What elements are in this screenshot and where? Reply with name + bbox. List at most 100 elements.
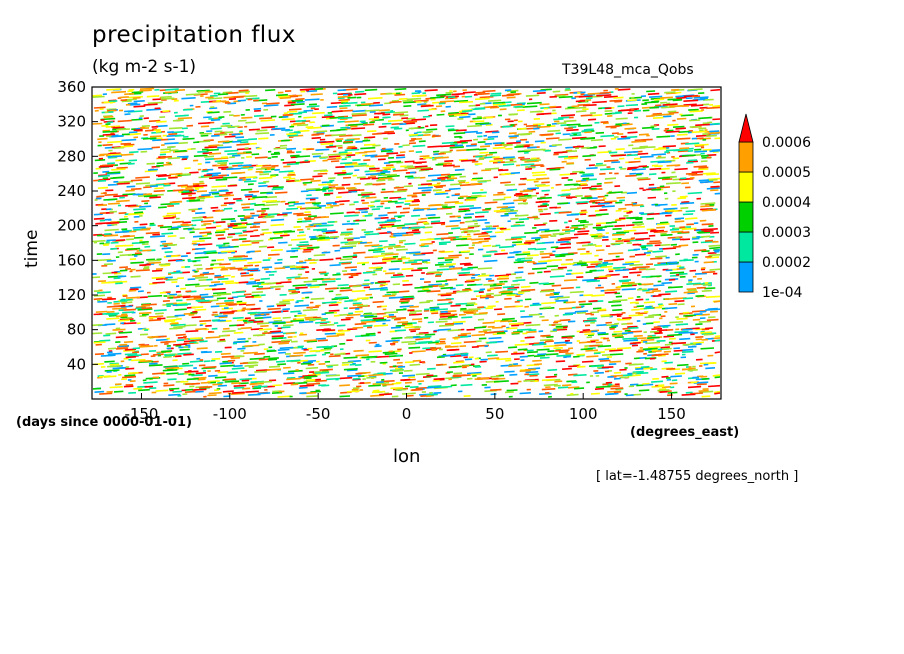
- precip-streak: [319, 323, 335, 327]
- precip-streak: [427, 174, 442, 177]
- precip-streak: [396, 161, 404, 164]
- precip-streak: [271, 187, 284, 191]
- precip-streak: [555, 255, 566, 258]
- precip-streak: [203, 139, 214, 142]
- precip-streak: [477, 274, 491, 277]
- precip-streak: [339, 153, 349, 156]
- precip-streak: [217, 277, 229, 281]
- precip-streak: [571, 224, 585, 227]
- precip-streak: [652, 250, 664, 253]
- precip-streak: [448, 187, 461, 191]
- precip-streak: [211, 357, 221, 360]
- precip-streak: [408, 313, 422, 316]
- precip-streak: [236, 301, 247, 305]
- precip-streak: [217, 146, 232, 149]
- precip-streak: [133, 236, 144, 239]
- precip-streak: [131, 91, 144, 94]
- precip-streak: [118, 344, 130, 348]
- precip-streak: [446, 177, 458, 180]
- precip-streak: [566, 128, 579, 132]
- precip-streak: [667, 333, 683, 337]
- precip-streak: [124, 92, 135, 96]
- precip-streak: [331, 110, 343, 113]
- precip-streak: [97, 179, 107, 182]
- precip-streak: [151, 276, 166, 279]
- precip-streak: [474, 107, 486, 110]
- precip-streak: [433, 189, 442, 192]
- precip-streak: [303, 280, 318, 283]
- precip-streak: [218, 334, 227, 337]
- precip-streak: [378, 214, 388, 217]
- precip-streak: [634, 138, 649, 142]
- precip-streak: [667, 286, 683, 289]
- precip-streak: [647, 346, 661, 349]
- precip-streak: [640, 365, 650, 369]
- precip-streak: [344, 214, 359, 217]
- precip-streak: [632, 370, 644, 373]
- precip-streak: [133, 105, 146, 108]
- precip-streak: [289, 292, 298, 295]
- precip-streak: [215, 234, 224, 237]
- precip-streak: [404, 222, 417, 226]
- precip-streak: [288, 369, 303, 373]
- precip-streak: [665, 306, 678, 310]
- precip-streak: [627, 330, 642, 333]
- precip-streak: [662, 347, 672, 350]
- precip-streak: [139, 359, 152, 363]
- precip-streak: [318, 183, 332, 186]
- precip-streak: [701, 235, 711, 238]
- precip-streak: [382, 294, 396, 297]
- precip-streak: [502, 285, 515, 289]
- precip-streak: [610, 242, 624, 245]
- precip-streak: [107, 365, 122, 368]
- precip-streak: [276, 302, 291, 306]
- precip-streak: [420, 337, 431, 340]
- precip-streak: [513, 250, 522, 253]
- precip-streak: [145, 184, 156, 187]
- precip-streak: [255, 132, 270, 135]
- precip-streak: [463, 310, 479, 313]
- precip-streak: [267, 185, 279, 188]
- precip-streak: [177, 352, 192, 355]
- precip-streak: [578, 219, 587, 222]
- precip-streak: [262, 332, 272, 335]
- precip-streak: [669, 105, 683, 108]
- precip-streak: [586, 167, 598, 170]
- precip-streak: [618, 109, 632, 112]
- precip-streak: [222, 330, 236, 333]
- precip-streak: [487, 135, 499, 138]
- precip-streak: [224, 299, 234, 302]
- precip-streak: [235, 152, 247, 155]
- precip-streak: [368, 104, 384, 107]
- precip-streak: [385, 339, 400, 343]
- precip-streak: [112, 280, 128, 284]
- precip-streak: [594, 351, 605, 354]
- precip-streak: [436, 113, 445, 116]
- precip-streak: [642, 126, 655, 129]
- precip-streak: [321, 251, 331, 254]
- precip-streak: [254, 385, 268, 388]
- precip-streak: [568, 365, 579, 368]
- precip-streak: [353, 164, 370, 168]
- precip-streak: [102, 143, 113, 147]
- precip-streak: [580, 174, 594, 177]
- precip-streak: [328, 155, 341, 158]
- precip-streak: [452, 375, 462, 378]
- precip-streak: [683, 99, 699, 102]
- precip-streak: [377, 372, 386, 375]
- precip-streak: [198, 195, 210, 198]
- precip-streak: [676, 317, 688, 320]
- precip-streak: [596, 264, 608, 267]
- precip-streak: [251, 222, 261, 225]
- precip-streak: [375, 355, 391, 358]
- precip-streak: [560, 286, 574, 290]
- precip-streak: [615, 117, 628, 120]
- precip-streak: [613, 96, 624, 99]
- precip-streak: [412, 208, 425, 212]
- precip-streak: [243, 293, 252, 296]
- precip-streak: [239, 362, 248, 365]
- precip-streak: [402, 295, 414, 298]
- precip-streak: [270, 223, 285, 227]
- precip-streak: [541, 378, 555, 382]
